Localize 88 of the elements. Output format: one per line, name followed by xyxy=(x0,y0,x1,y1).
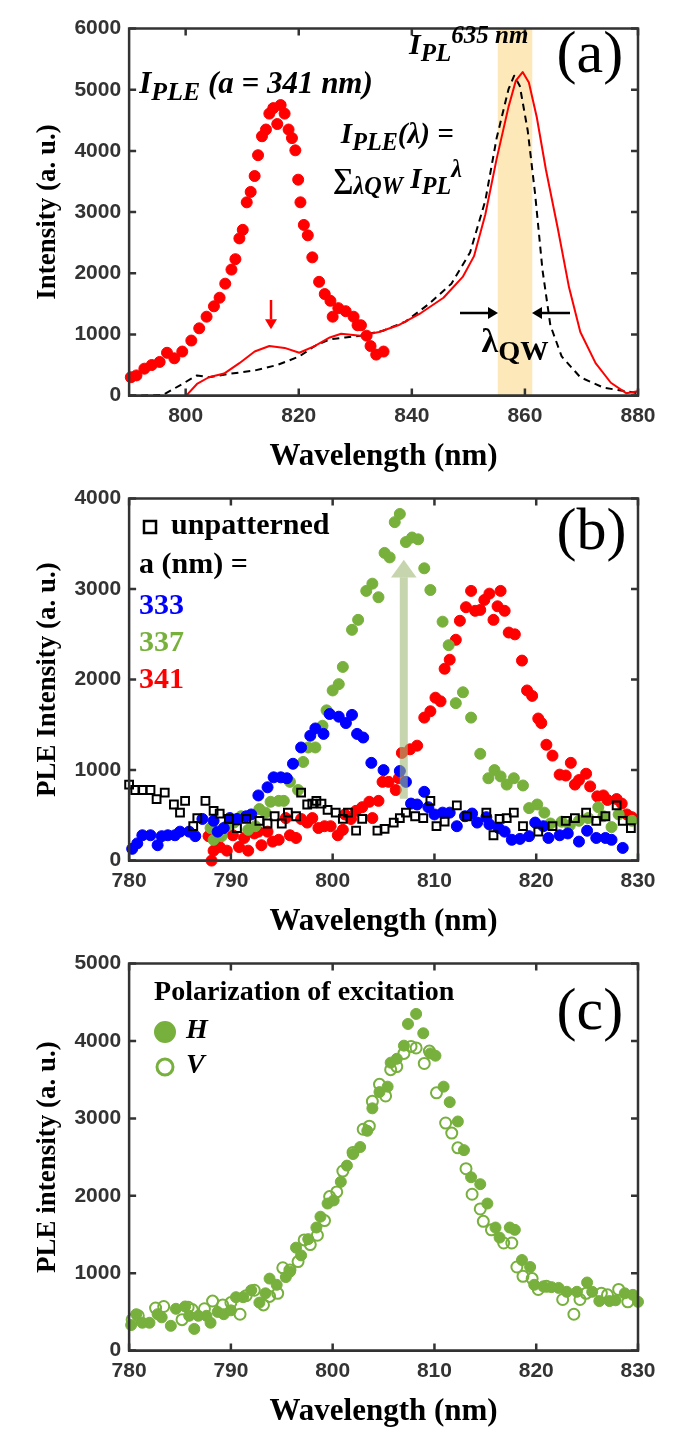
point xyxy=(200,310,213,323)
legend-label: V xyxy=(186,1048,205,1080)
point xyxy=(297,218,310,231)
point xyxy=(225,263,238,276)
point xyxy=(236,223,249,236)
y-tick-label: 4000 xyxy=(74,1027,122,1051)
x-tick-label: 860 xyxy=(507,403,543,426)
point xyxy=(306,251,319,264)
x-tick-label: 800 xyxy=(315,868,351,891)
point xyxy=(301,229,314,242)
x-tick-label: 880 xyxy=(620,403,656,426)
point xyxy=(326,310,339,323)
point xyxy=(252,149,265,162)
y-tick-label: 0 xyxy=(109,1337,122,1361)
y-tick-label: 1000 xyxy=(74,321,122,345)
annotation: I$_{PLE}$ (a = 341 nm) xyxy=(139,65,373,108)
point xyxy=(176,345,189,358)
point xyxy=(244,185,257,198)
x-tick-label: 780 xyxy=(111,868,147,891)
y-tick-label: 3000 xyxy=(74,575,122,599)
x-tick-label: 840 xyxy=(394,403,430,426)
y-tick-label: 3000 xyxy=(74,198,122,222)
point xyxy=(377,345,390,358)
point xyxy=(207,300,220,313)
point xyxy=(347,310,360,323)
x-tick-label: 780 xyxy=(111,1358,147,1381)
legend-title: Polarization of excitation xyxy=(154,974,455,1007)
x-tick-label: 830 xyxy=(620,1358,656,1381)
x-axis-title: Wavelength (nm) xyxy=(269,437,498,473)
point xyxy=(289,144,302,157)
y-tick-label: 2000 xyxy=(74,1182,122,1206)
point xyxy=(153,355,166,368)
x-tick-label: 800 xyxy=(168,403,204,426)
y-tick-label: 4000 xyxy=(74,137,122,161)
band-label: λ$_{QW}$ xyxy=(480,322,550,367)
point xyxy=(324,294,337,307)
x-tick-label: 810 xyxy=(416,868,452,891)
point xyxy=(185,334,198,347)
point xyxy=(219,277,232,290)
x-axis-title: Wavelength (nm) xyxy=(269,902,498,938)
y-tick-label: 5000 xyxy=(74,950,122,974)
y-tick-label: 2000 xyxy=(74,260,122,284)
point xyxy=(360,329,373,342)
point xyxy=(364,340,377,353)
y-tick-label: 1000 xyxy=(74,1260,122,1283)
point xyxy=(313,275,326,288)
annotation: (c) xyxy=(556,975,624,1045)
annotation: (a) xyxy=(556,17,624,87)
x-tick-label: 830 xyxy=(620,868,656,891)
point xyxy=(229,253,242,266)
point xyxy=(339,305,352,318)
point xyxy=(168,352,181,365)
x-axis-title: Wavelength (nm) xyxy=(269,1392,498,1428)
legend-label: unpatterned xyxy=(171,506,330,540)
point xyxy=(193,322,206,335)
y-tick-label: 1000 xyxy=(74,756,122,780)
y-axis-title: PLE intensity (a. u.) xyxy=(31,1041,62,1273)
point xyxy=(248,170,261,183)
y-tick-label: 4000 xyxy=(74,485,122,509)
point xyxy=(213,291,226,304)
y-tick-label: 0 xyxy=(109,382,122,406)
point xyxy=(294,196,307,209)
point xyxy=(292,173,305,186)
legend-label: H xyxy=(186,1013,208,1045)
y-tick-label: 5000 xyxy=(74,76,122,100)
text: 333 xyxy=(139,586,185,620)
y-tick-label: 0 xyxy=(109,847,122,871)
text: 337 xyxy=(139,623,185,657)
y-tick-label: 3000 xyxy=(74,1105,122,1129)
text: 341 xyxy=(139,660,185,694)
x-tick-label: 820 xyxy=(518,868,554,891)
point xyxy=(240,196,253,209)
point xyxy=(285,132,298,145)
point xyxy=(278,107,291,120)
x-tick-label: 810 xyxy=(416,1358,452,1381)
y-axis-title: PLE Intensity (a. u.) xyxy=(31,562,62,797)
legend-title: a (nm) = xyxy=(139,545,249,579)
x-tick-label: 790 xyxy=(213,1358,249,1381)
y-tick-label: 6000 xyxy=(74,15,122,39)
x-tick-label: 800 xyxy=(315,1358,351,1381)
y-axis-title: Intensity (a. u.) xyxy=(31,124,62,300)
x-tick-label: 820 xyxy=(518,1358,554,1381)
annotation: (b) xyxy=(556,494,627,564)
point xyxy=(271,118,284,131)
y-tick-label: 2000 xyxy=(74,666,122,690)
x-tick-label: 790 xyxy=(213,868,249,891)
x-tick-label: 820 xyxy=(281,403,317,426)
point xyxy=(259,123,272,136)
